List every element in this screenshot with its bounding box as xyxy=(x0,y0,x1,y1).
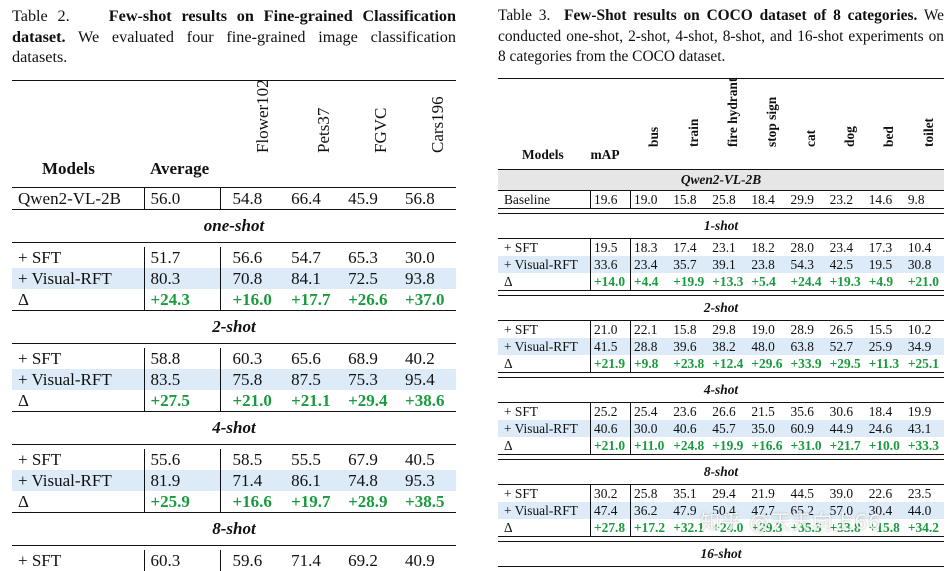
table-row: + SFT 30.2 25.8 35.1 29.4 21.9 44.5 39.0 22.6 23.… xyxy=(504,484,932,502)
table-row: + SFT 21.0 22.1 15.8 29.8 19.0 28.9 26.5 15.5 10.… xyxy=(504,320,932,338)
t3-header-col: stop sign xyxy=(748,77,788,169)
table-row: Baseline 19.6 19.0 15.8 25.8 18.4 29.9 2… xyxy=(498,190,944,209)
t3-header-col: dog xyxy=(826,77,866,169)
table3-caption-rest: We conducted one-shot, 2-shot, 4-shot, 8… xyxy=(498,7,945,65)
t3-header-col: bus xyxy=(630,77,671,169)
table-row: + Visual-RFT 41.5 28.8 39.6 38.2 48.0 63.8 52.7… xyxy=(498,337,944,355)
table2-caption-rest: We evaluated four fine-grained image cla… xyxy=(12,27,456,67)
section-header: 1-shot xyxy=(498,212,944,239)
table3-caption-label: Table 3. xyxy=(498,7,551,24)
t3-header-col: toilet xyxy=(904,77,944,169)
section-header: 16-shot xyxy=(498,540,944,567)
table-row: + Visual-RFT 33.6 23.4 35.7 39.1 23.8 54.3 42.5… xyxy=(498,255,944,273)
table-row: + Visual-RFT 81.9 71.4 86.1 74.8 95.3 xyxy=(12,469,456,491)
section-header: 4-shot xyxy=(12,411,456,445)
table2-caption-bold: Few-shot results on Fine-grained Classif… xyxy=(12,7,457,46)
table-row: + Visual-RFT 80.3 70.8 84.1 72.5 93.8 xyxy=(12,267,456,289)
table-row: + SFT 60.3 59.6 71.4 69.2 40.9 xyxy=(18,549,435,571)
section-header: one-shot xyxy=(12,209,456,243)
table2-caption-label: Table 2. xyxy=(12,7,70,25)
t3-header-col: fire hydrant xyxy=(709,77,749,169)
table-row: Δ +14.0 +4.4 +19.9 +13.3 +5.4 +24.4 +19.3 +4.9 +2… xyxy=(498,272,944,291)
table-row: + SFT 19.5 18.3 17.4 23.1 18.2 28.0 23.4 17.3 10.… xyxy=(504,238,932,256)
table-row: Δ +24.3 +16.0 +17.7 +26.6 +37.0 xyxy=(12,288,456,311)
t3-header-col: train xyxy=(670,77,710,169)
t3-header-models: Models xyxy=(498,77,591,169)
table-row: + SFT 58.8 60.3 65.6 68.9 40.2 xyxy=(18,347,435,369)
t3-header-col: cat xyxy=(787,77,827,169)
table3-panel: Table 3. Few-Shot results on COCO datase… xyxy=(498,0,944,567)
table3-caption-bold: Few-Shot results on COCO dataset of 8 ca… xyxy=(564,7,918,24)
table3-caption: Table 3. Few-Shot results on COCO datase… xyxy=(498,6,944,68)
t2-header-models: Models xyxy=(12,79,144,187)
t2-header-col: Pets37 xyxy=(285,79,343,187)
section-header: 2-shot xyxy=(12,310,456,344)
table-row: + Visual-RFT 40.6 30.0 40.6 45.7 35.0 60.9 44.9… xyxy=(498,419,944,437)
t3-header-map: mAP xyxy=(590,77,631,169)
table2-panel: Table 2. Few-shot results on Fine-graine… xyxy=(12,0,456,571)
t2-header-col: Flower102 xyxy=(220,79,286,187)
table-row: + SFT 51.7 56.6 54.7 65.3 30.0 xyxy=(18,246,435,268)
table3: Models mAP bus train fire hydrant stop s… xyxy=(498,77,944,567)
section-header: 2-shot xyxy=(498,294,944,321)
t2-header-col: Cars196 xyxy=(399,79,456,187)
section-header: 4-shot xyxy=(498,376,944,403)
table2-caption: Table 2. Few-shot results on Fine-graine… xyxy=(12,6,456,68)
t2-header-average: Average xyxy=(144,79,220,187)
table-row: Δ +27.5 +21.0 +21.1 +29.4 +38.6 xyxy=(12,389,456,412)
table2: Models Average Flower102 Pets37 FGVC Car… xyxy=(12,79,456,571)
table-row: Qwen2-VL-2B 56.0 54.8 66.4 45.9 56.8 xyxy=(12,186,456,210)
table-row: + Visual-RFT 47.4 36.2 47.9 50.4 47.7 65.2 57.0… xyxy=(498,501,944,519)
table-row: Δ +25.9 +16.6 +19.7 +28.9 +38.5 xyxy=(12,490,456,513)
t2-header-col: FGVC xyxy=(342,79,400,187)
table-row: + Visual-RFT 83.5 75.8 87.5 75.3 95.4 xyxy=(12,368,456,390)
section-header: 8-shot xyxy=(498,458,944,485)
table-row: Δ +27.8 +17.2 +32.1 +24.0 +29.3 +35.3 +33.8 +15.… xyxy=(498,518,944,537)
table-row: + SFT 25.2 25.4 23.6 26.6 21.5 35.6 30.6 18.4 19.… xyxy=(504,402,932,420)
t3-header-col: bed xyxy=(865,77,905,169)
table-row: Δ +21.0 +11.0 +24.8 +19.9 +16.6 +31.0 +21.7 +10.… xyxy=(498,436,944,455)
table-row: + SFT 55.6 58.5 55.5 67.9 40.5 xyxy=(18,448,435,470)
section-header: 8-shot xyxy=(12,512,456,546)
section-header: Qwen2-VL-2B xyxy=(498,168,944,191)
table-row: Δ +21.9 +9.8 +23.8 +12.4 +29.6 +33.9 +29.5 +11.3… xyxy=(498,354,944,373)
